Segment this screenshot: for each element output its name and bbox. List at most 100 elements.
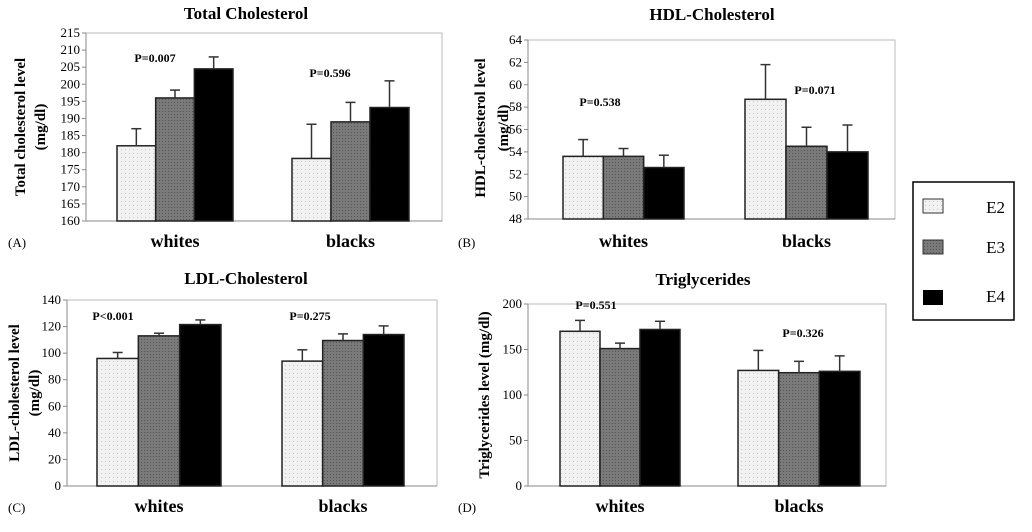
y-tick-label: 180 — [61, 145, 81, 160]
p-value-annotation: P=0.326 — [782, 326, 823, 340]
y-tick-label: 40 — [48, 425, 61, 440]
y-axis-label: (mg/dl) — [33, 104, 49, 151]
y-tick-label: 215 — [61, 25, 81, 40]
x-category-label: whites — [151, 231, 200, 251]
bar-blacks-e4 — [818, 370, 861, 487]
legend-label-e2: E2 — [986, 198, 1005, 217]
p-value-annotation: P=0.275 — [289, 309, 330, 323]
y-tick-label: 175 — [61, 162, 81, 177]
panel-a: Total Cholesterol 160 165 170 175 180 185 190 19… — [8, 4, 443, 251]
y-tick-label: 50 — [509, 433, 522, 448]
legend-swatch-e3 — [922, 239, 944, 255]
y-tick-label: 200 — [61, 76, 81, 91]
x-category-label: blacks — [318, 496, 367, 516]
y-tick-label: 205 — [61, 59, 81, 74]
y-tick-label: 56 — [509, 122, 523, 137]
p-value-annotation: P=0.071 — [794, 83, 835, 97]
chart-title: LDL-Cholesterol — [184, 269, 308, 288]
y-tick-label: 160 — [61, 213, 81, 228]
y-axis-label: Total cholesterol level — [13, 58, 29, 196]
bar-whites-e2 — [116, 145, 157, 222]
bar-blacks-e3 — [330, 121, 371, 222]
y-tick-label: 190 — [61, 110, 81, 125]
bar-blacks-e2 — [737, 369, 780, 487]
bar-blacks-e3 — [321, 339, 365, 487]
bar-blacks-e2 — [281, 360, 324, 487]
legend: E2 E3 E4 — [912, 181, 1015, 321]
p-value-annotation: P=0.007 — [134, 51, 175, 65]
panel-b: HDL-Cholesterol 48 50 52 54 56 58 60 62 64 HDL-cho… — [458, 5, 896, 251]
p-value-annotation: P=0.551 — [575, 298, 616, 312]
y-tick-label: 60 — [48, 398, 61, 413]
y-axis-label: Triglycerides level (mg/dl) — [477, 311, 493, 478]
chart-title: Total Cholesterol — [184, 4, 308, 23]
y-tick-label: 62 — [509, 54, 522, 69]
y-tick-label: 100 — [503, 387, 523, 402]
chart-title: HDL-Cholesterol — [649, 5, 775, 24]
legend-swatch-e4 — [923, 290, 943, 305]
bar-whites-e4 — [639, 328, 681, 487]
y-tick-label: 120 — [42, 319, 62, 334]
y-tick-label: 210 — [61, 42, 81, 57]
bar-whites-e2 — [559, 330, 601, 487]
y-tick-label: 170 — [61, 179, 81, 194]
x-category-label: blacks — [326, 231, 375, 251]
y-tick-label: 150 — [503, 342, 523, 357]
panel-label: (D) — [458, 500, 476, 515]
panel-label: (B) — [458, 235, 475, 250]
y-axis-label: HDL-cholesterol level — [473, 58, 489, 197]
bar-whites-e2 — [96, 357, 140, 487]
x-category-label: blacks — [774, 496, 823, 516]
y-tick-label: 0 — [55, 478, 62, 493]
y-tick-label: 200 — [503, 296, 523, 311]
y-tick-label: 54 — [509, 144, 523, 159]
y-axis-label: (mg/dl) — [496, 105, 512, 152]
y-tick-label: 0 — [516, 478, 523, 493]
x-category-label: blacks — [782, 231, 831, 251]
bar-whites-e3 — [602, 155, 645, 220]
panel-label: (A) — [8, 235, 26, 250]
bar-whites-e3 — [137, 335, 181, 487]
x-category-label: whites — [599, 231, 648, 251]
y-tick-label: 60 — [509, 77, 522, 92]
bar-blacks-e2 — [744, 98, 787, 220]
panel-c: LDL-Cholesterol 0 20 40 60 80 100 120 140 LDL-cho… — [7, 269, 438, 516]
p-value-annotation: P=0.596 — [309, 66, 350, 80]
bar-whites-e4 — [642, 166, 685, 220]
p-value-annotation: P=0.538 — [579, 95, 620, 109]
y-tick-label: 52 — [509, 166, 522, 181]
panel-d: Triglycerides 0 50 100 150 200 Triglycerides l… — [458, 270, 887, 516]
y-tick-label: 80 — [48, 372, 61, 387]
bar-blacks-e2 — [291, 157, 332, 222]
panel-label: (C) — [8, 500, 25, 515]
bar-whites-e4 — [193, 68, 234, 222]
p-value-annotation: P<0.001 — [92, 309, 133, 323]
x-category-label: whites — [135, 496, 184, 516]
bar-whites-e3 — [154, 97, 196, 222]
bar-blacks-e3 — [777, 371, 821, 487]
legend-label-e3: E3 — [986, 238, 1005, 257]
y-axis-label: LDL-cholesterol level — [7, 324, 23, 462]
y-tick-label: 140 — [42, 292, 62, 307]
bar-whites-e4 — [178, 323, 222, 487]
y-tick-label: 20 — [48, 451, 61, 466]
bar-blacks-e3 — [785, 145, 828, 220]
legend-label-e4: E4 — [986, 287, 1005, 306]
y-tick-label: 50 — [509, 189, 522, 204]
y-tick-label: 48 — [509, 211, 522, 226]
y-tick-label: 195 — [61, 93, 81, 108]
bar-blacks-e4 — [369, 106, 410, 222]
bar-whites-e3 — [599, 347, 641, 487]
legend-swatch-e2 — [922, 198, 944, 214]
y-axis-label: (mg/dl) — [27, 370, 43, 417]
bar-blacks-e4 — [826, 151, 869, 220]
y-tick-label: 185 — [61, 128, 81, 143]
x-category-label: whites — [596, 496, 645, 516]
chart-title: Triglycerides — [655, 270, 750, 289]
bar-blacks-e4 — [362, 333, 405, 487]
y-tick-label: 58 — [509, 99, 522, 114]
y-tick-label: 100 — [42, 345, 62, 360]
y-tick-label: 165 — [61, 196, 81, 211]
y-tick-label: 64 — [509, 32, 523, 47]
